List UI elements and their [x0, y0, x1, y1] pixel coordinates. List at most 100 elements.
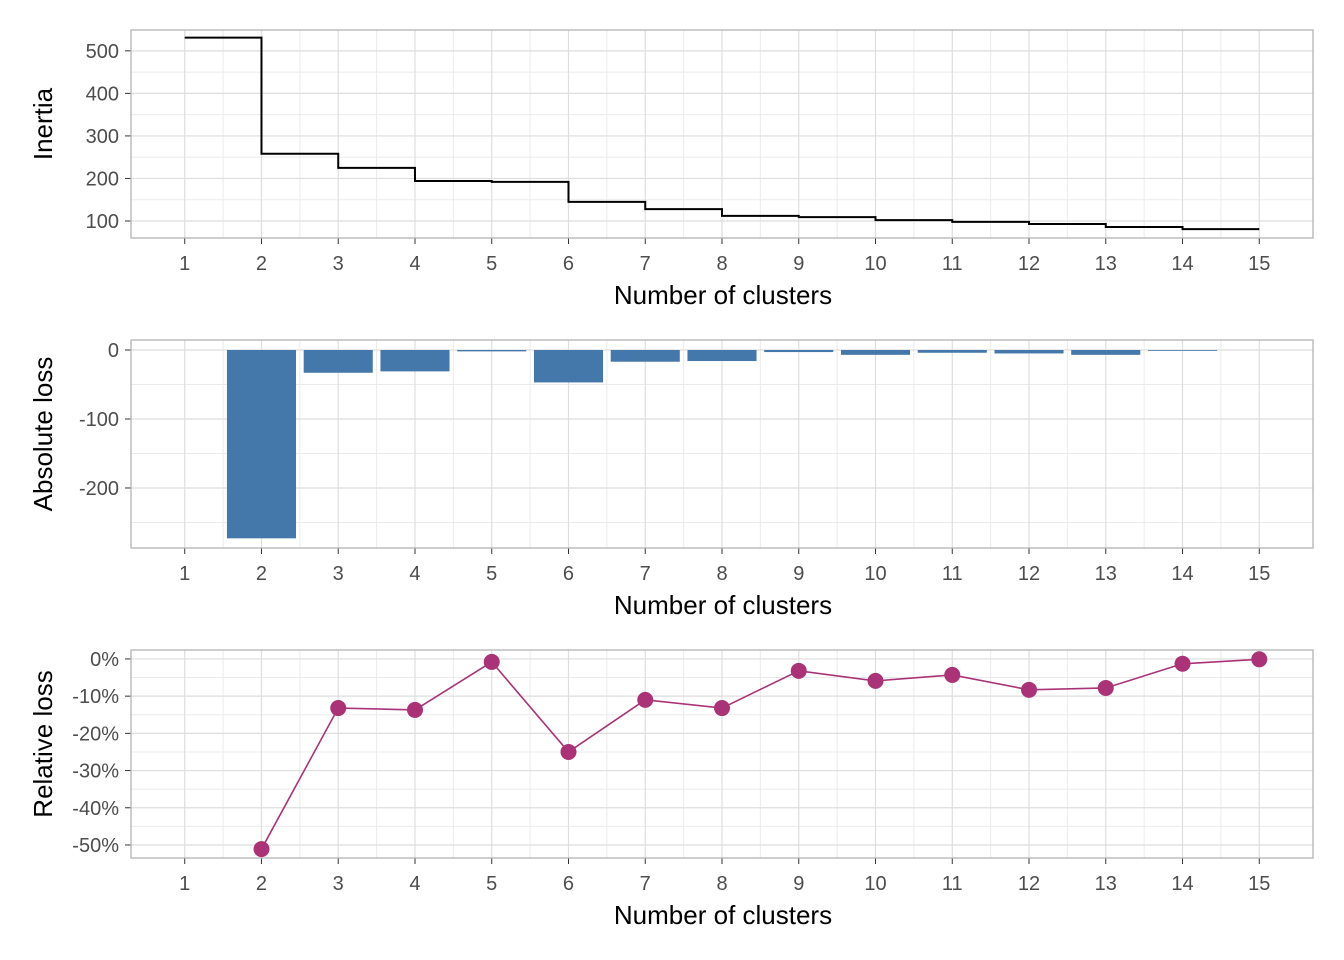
y-tick-label: -50% — [72, 835, 119, 857]
x-axis-title: Number of clusters — [614, 280, 832, 310]
y-tick-label: 400 — [86, 83, 119, 105]
x-tick-label: 5 — [486, 253, 497, 275]
x-tick-label: 12 — [1018, 253, 1040, 275]
x-tick-label: 3 — [333, 253, 344, 275]
data-point — [483, 653, 500, 670]
x-axis-title: Number of clusters — [614, 900, 832, 930]
y-tick-label: 0% — [90, 649, 119, 671]
bar — [457, 350, 527, 352]
bar — [687, 350, 757, 362]
x-tick-label: 1 — [179, 563, 190, 585]
x-tick-label: 14 — [1171, 563, 1193, 585]
x-tick-label: 2 — [256, 253, 267, 275]
bar — [994, 350, 1064, 354]
x-tick-label: 9 — [793, 253, 804, 275]
x-tick-label: 15 — [1248, 563, 1270, 585]
x-tick-label: 8 — [716, 253, 727, 275]
data-point — [560, 743, 577, 760]
x-tick-label: 6 — [563, 253, 574, 275]
x-tick-label: 6 — [563, 563, 574, 585]
y-tick-label: 200 — [86, 168, 119, 190]
data-point — [406, 701, 423, 718]
relative-loss-line — [260, 658, 1260, 850]
x-tick-label: 11 — [942, 563, 963, 585]
data-point — [1174, 655, 1191, 672]
x-tick-label: 12 — [1018, 873, 1040, 895]
inertia-step-line — [184, 36, 1260, 231]
data-point — [253, 841, 270, 858]
y-tick-label: -10% — [72, 686, 119, 708]
y-tick-label: 300 — [86, 126, 119, 148]
x-tick-label: 1 — [179, 253, 190, 275]
x-tick-label: 7 — [640, 563, 651, 585]
x-tick-label: 11 — [942, 253, 963, 275]
y-tick-label: 0 — [108, 340, 119, 362]
panel-border — [130, 339, 1314, 549]
bar — [380, 350, 450, 372]
x-tick-label: 12 — [1018, 563, 1040, 585]
x-tick-label: 4 — [409, 873, 420, 895]
x-tick-label: 10 — [864, 253, 886, 275]
x-axis-title: Number of clusters — [614, 590, 832, 620]
x-tick-label: 13 — [1095, 873, 1117, 895]
bar — [533, 350, 604, 383]
x-tick-label: 11 — [942, 873, 963, 895]
data-point — [637, 691, 654, 708]
x-tick-label: 9 — [793, 563, 804, 585]
data-point — [1097, 679, 1114, 696]
y-axis-title: Relative loss — [28, 670, 58, 817]
x-tick-label: 8 — [716, 873, 727, 895]
x-tick-label: 6 — [563, 873, 574, 895]
y-tick-label: 500 — [86, 41, 119, 63]
data-point — [1021, 681, 1038, 698]
x-tick-label: 8 — [716, 563, 727, 585]
x-tick-label: 4 — [409, 253, 420, 275]
bar — [840, 350, 911, 355]
y-tick-label: -100 — [79, 409, 119, 431]
x-tick-label: 4 — [409, 563, 420, 585]
data-point — [330, 700, 347, 717]
panel-border — [130, 29, 1314, 239]
y-tick-label: 100 — [86, 211, 119, 233]
x-tick-label: 14 — [1171, 873, 1193, 895]
data-point — [1251, 651, 1268, 668]
y-axis-title: Absolute loss — [28, 357, 58, 512]
bar — [917, 350, 987, 353]
x-tick-label: 7 — [640, 873, 651, 895]
x-tick-label: 5 — [486, 563, 497, 585]
x-tick-label: 2 — [256, 563, 267, 585]
relative-loss-panel: 1 2 3 4 5 6 7 8 9 10 11 12 13 14 150%-10%-20%-30%-40%-… — [28, 649, 1314, 930]
data-point — [867, 672, 884, 689]
panel-border — [130, 649, 1314, 859]
x-tick-label: 9 — [793, 873, 804, 895]
x-tick-label: 3 — [333, 563, 344, 585]
y-tick-label: -20% — [72, 723, 119, 745]
x-tick-label: 15 — [1248, 253, 1270, 275]
data-point — [714, 700, 730, 717]
y-tick-label: -200 — [79, 478, 119, 500]
x-tick-label: 15 — [1248, 873, 1270, 895]
bar — [1147, 350, 1218, 351]
x-tick-label: 3 — [333, 873, 344, 895]
x-tick-label: 10 — [864, 873, 886, 895]
data-point — [790, 662, 807, 679]
y-tick-label: -40% — [72, 798, 119, 820]
y-tick-label: -30% — [72, 761, 119, 783]
x-tick-label: 7 — [640, 253, 651, 275]
x-tick-label: 13 — [1095, 563, 1117, 585]
x-tick-label: 1 — [179, 873, 190, 895]
bar — [1071, 350, 1141, 355]
bar — [610, 350, 680, 362]
y-axis-title: Inertia — [28, 87, 58, 160]
x-tick-label: 13 — [1095, 253, 1117, 275]
x-tick-label: 10 — [864, 563, 886, 585]
bar — [226, 350, 297, 539]
data-point — [944, 666, 961, 683]
x-tick-label: 2 — [256, 873, 267, 895]
bar — [764, 350, 834, 353]
x-tick-label: 14 — [1171, 253, 1193, 275]
x-tick-label: 5 — [486, 873, 497, 895]
inertia-panel: 1 2 3 4 5 6 7 8 9 10 11 12 13 14 15100200300400500Numb… — [28, 29, 1314, 310]
